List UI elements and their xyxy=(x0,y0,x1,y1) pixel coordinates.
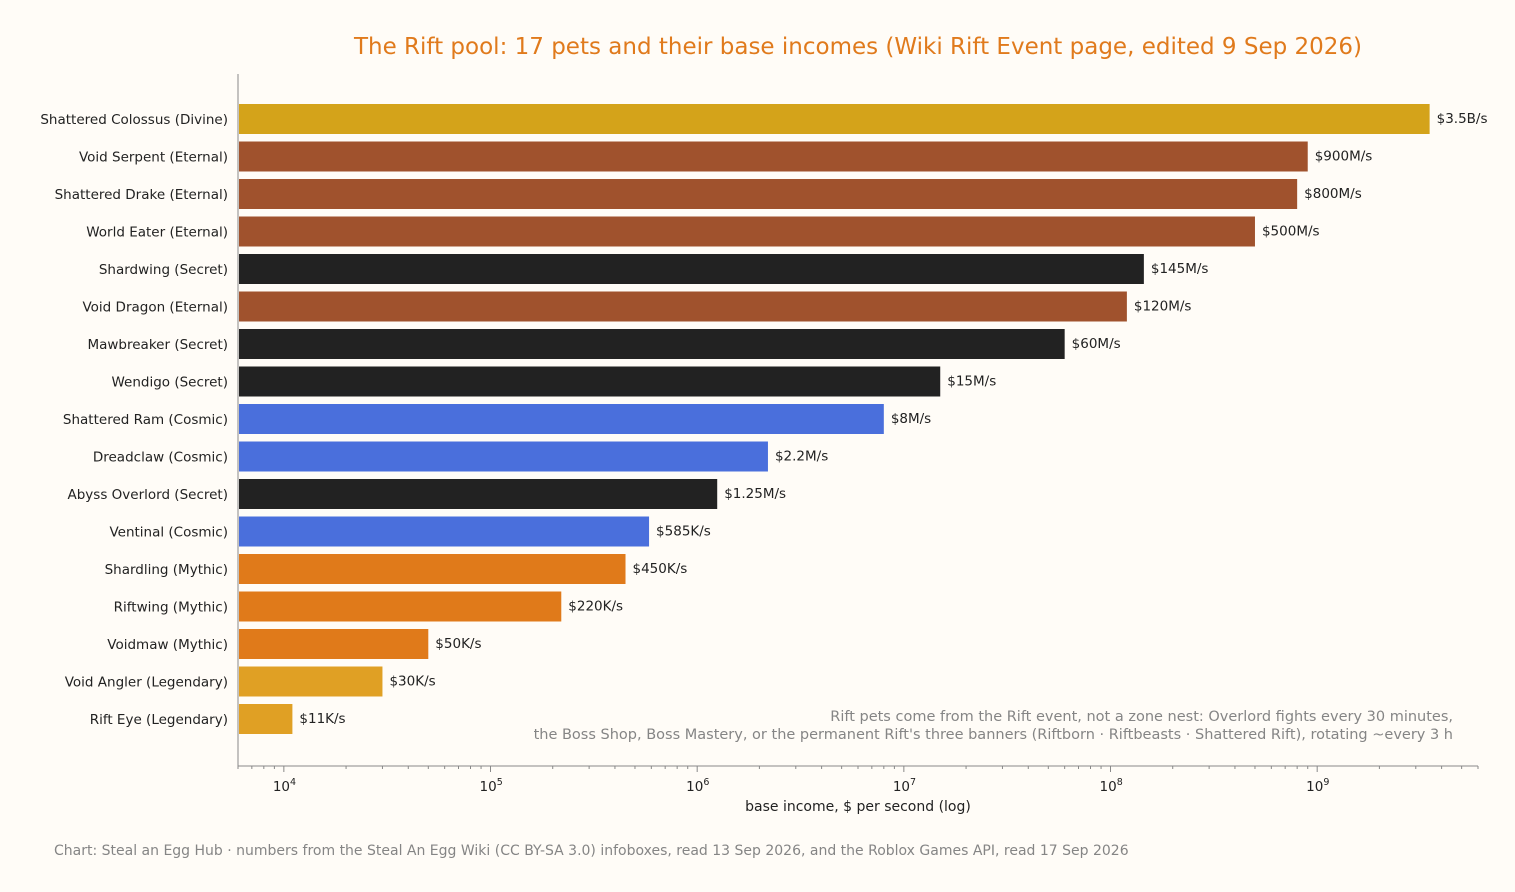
x-tick-label-1e5: 105 xyxy=(480,777,503,795)
value-label-void-angler-legendary: $30K/s xyxy=(389,674,435,690)
category-label-shattered-colossus-divine: Shattered Colossus (Divine) xyxy=(40,112,228,128)
category-label-shattered-drake-eternal: Shattered Drake (Eternal) xyxy=(55,187,228,203)
x-tick-label-1e6: 106 xyxy=(686,777,709,795)
bars-group xyxy=(239,104,1430,734)
annotation-line-1: Rift pets come from the Rift event, not … xyxy=(830,709,1453,725)
category-label-shardling-mythic: Shardling (Mythic) xyxy=(105,562,228,578)
bar-world-eater-eternal xyxy=(239,216,1255,247)
category-label-void-dragon-eternal: Void Dragon (Eternal) xyxy=(82,300,228,316)
value-label-void-dragon-eternal: $120M/s xyxy=(1134,299,1192,315)
bar-shardling-mythic xyxy=(239,554,626,584)
bar-ventinal-cosmic xyxy=(239,516,650,547)
category-label-mawbreaker-secret: Mawbreaker (Secret) xyxy=(87,337,228,353)
annotation-note: Rift pets come from the Rift event, not … xyxy=(534,709,1453,743)
bar-void-serpent-eternal xyxy=(239,141,1308,172)
bar-void-dragon-eternal xyxy=(239,291,1127,322)
bar-shattered-colossus-divine xyxy=(239,104,1430,134)
x-axis-label: base income, $ per second (log) xyxy=(745,799,971,815)
category-label-rift-eye-legendary: Rift Eye (Legendary) xyxy=(90,712,228,728)
bar-abyss-overlord-secret xyxy=(239,479,718,509)
value-labels: $3.5B/s $900M/s $800M/s $500M/s $145M/s $120M… xyxy=(299,111,1487,727)
category-label-world-eater-eternal: World Eater (Eternal) xyxy=(86,225,228,241)
value-label-world-eater-eternal: $500M/s xyxy=(1262,224,1320,240)
category-label-void-serpent-eternal: Void Serpent (Eternal) xyxy=(79,150,228,166)
bar-void-angler-legendary xyxy=(239,666,383,697)
value-label-riftwing-mythic: $220K/s xyxy=(568,599,623,615)
value-label-void-serpent-eternal: $900M/s xyxy=(1315,149,1373,165)
x-axis-ticks: 104 105 106 107 108 109 xyxy=(237,766,1479,795)
value-label-shardling-mythic: $450K/s xyxy=(633,561,688,577)
value-label-ventinal-cosmic: $585K/s xyxy=(656,524,711,540)
category-label-riftwing-mythic: Riftwing (Mythic) xyxy=(114,600,228,616)
category-label-void-angler-legendary: Void Angler (Legendary) xyxy=(65,675,228,691)
value-label-rift-eye-legendary: $11K/s xyxy=(299,711,345,727)
category-label-abyss-overlord-secret: Abyss Overlord (Secret) xyxy=(68,487,229,503)
bar-dreadclaw-cosmic xyxy=(239,441,768,472)
bar-voidmaw-mythic xyxy=(239,629,429,659)
bar-mawbreaker-secret xyxy=(239,329,1065,359)
category-labels: Shattered Colossus (Divine) Void Serpent … xyxy=(40,112,228,728)
value-label-wendigo-secret: $15M/s xyxy=(947,374,996,390)
x-tick-label-1e4: 104 xyxy=(273,777,296,795)
annotation-line-2: the Boss Shop, Boss Mastery, or the perm… xyxy=(534,727,1453,743)
category-label-shardwing-secret: Shardwing (Secret) xyxy=(99,262,228,278)
bar-rift-eye-legendary xyxy=(239,704,293,734)
bar-shattered-ram-cosmic xyxy=(239,404,884,434)
x-tick-label-1e9: 109 xyxy=(1306,777,1329,795)
bar-shardwing-secret xyxy=(239,254,1144,284)
value-label-voidmaw-mythic: $50K/s xyxy=(435,636,481,652)
value-label-abyss-overlord-secret: $1.25M/s xyxy=(724,486,786,502)
value-label-shattered-colossus-divine: $3.5B/s xyxy=(1437,111,1488,127)
value-label-dreadclaw-cosmic: $2.2M/s xyxy=(775,449,828,465)
category-label-voidmaw-mythic: Voidmaw (Mythic) xyxy=(107,637,228,653)
bar-riftwing-mythic xyxy=(239,591,562,622)
bar-shattered-drake-eternal xyxy=(239,179,1298,209)
category-label-wendigo-secret: Wendigo (Secret) xyxy=(111,375,228,391)
x-tick-label-1e7: 107 xyxy=(893,777,916,795)
category-label-ventinal-cosmic: Ventinal (Cosmic) xyxy=(109,525,228,541)
value-label-shattered-drake-eternal: $800M/s xyxy=(1304,186,1362,202)
value-label-shattered-ram-cosmic: $8M/s xyxy=(891,411,931,427)
value-label-shardwing-secret: $145M/s xyxy=(1151,261,1209,277)
value-label-mawbreaker-secret: $60M/s xyxy=(1072,336,1121,352)
category-label-dreadclaw-cosmic: Dreadclaw (Cosmic) xyxy=(93,450,228,466)
chart-footer: Chart: Steal an Egg Hub · numbers from t… xyxy=(54,843,1129,859)
chart-title: The Rift pool: 17 pets and their base in… xyxy=(353,34,1362,60)
x-tick-label-1e8: 108 xyxy=(1100,777,1123,795)
category-label-shattered-ram-cosmic: Shattered Ram (Cosmic) xyxy=(63,412,228,428)
bar-wendigo-secret xyxy=(239,366,941,397)
